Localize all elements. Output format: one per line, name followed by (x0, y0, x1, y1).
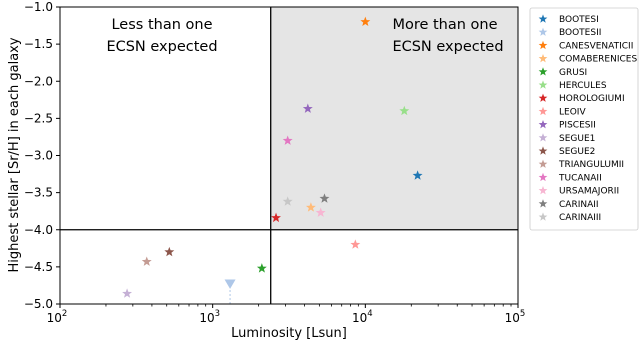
data-point-horologiumi (271, 212, 281, 223)
legend-label: GRUSI (559, 68, 587, 78)
legend-marker (538, 159, 548, 168)
legend-item-tucanaii: TUCANAII (538, 172, 602, 183)
y-tick-label: −4.0 (24, 223, 53, 237)
legend-label: TUCANAII (558, 173, 602, 183)
legend-label: SEGUE2 (559, 147, 595, 157)
legend-item-piscesii: PISCESII (538, 120, 596, 131)
legend-item-bootesii: BOOTESII (538, 27, 601, 38)
legend-item-carinaii: CARINAII (538, 199, 599, 210)
legend-item-carinaiii: CARINAIII (538, 212, 601, 223)
legend-marker (538, 80, 548, 89)
legend-item-segue2: SEGUE2 (538, 146, 595, 157)
y-tick-label: −3.5 (24, 186, 53, 200)
legend-label: HERCULES (559, 81, 607, 91)
annotation-left-line2: ECSN expected (106, 39, 217, 55)
legend: BOOTESI BOOTESII CANESVENATICII COMABERENIC… (529, 7, 639, 231)
legend-label: SEGUE1 (559, 134, 595, 144)
shaded-region (270, 7, 518, 230)
y-tick-label: −2.0 (24, 74, 53, 88)
legend-marker (538, 212, 548, 221)
data-point-tucanaii (282, 135, 293, 145)
legend-label: BOOTESII (559, 28, 601, 38)
legend-marker (538, 54, 548, 63)
legend-item-horologiumi: HOROLOGIUMI (538, 93, 625, 104)
legend-label: TRIANGULUMII (558, 160, 624, 170)
legend-marker (538, 40, 548, 50)
x-tick-label: 104 (352, 309, 373, 325)
legend-marker (538, 93, 548, 102)
y-tick-label: −5.0 (24, 297, 53, 311)
legend-label: BOOTESI (559, 15, 599, 25)
legend-item-canesvenaticii: CANESVENATICII (538, 40, 633, 51)
x-tick-label: 105 (505, 309, 526, 325)
y-tick-label: −1.0 (24, 0, 53, 14)
legend-marker (538, 67, 548, 76)
data-point-piscesii (302, 103, 313, 113)
legend-marker (538, 14, 548, 23)
data-point-bootesi (412, 170, 423, 180)
legend-item-leoiv: LEOIV (538, 106, 586, 117)
data-point-grusi (256, 263, 267, 273)
legend-label: PISCESII (559, 121, 596, 131)
legend-label: CARINAII (559, 200, 599, 210)
legend-label: URSAMAJORII (559, 187, 619, 197)
legend-item-segue1: SEGUE1 (538, 133, 595, 144)
annotation-right-line1: More than one (392, 17, 497, 33)
data-point-bootesii (224, 279, 236, 289)
x-tick-label: 102 (47, 309, 68, 325)
legend-marker (538, 186, 548, 195)
x-tick-label: 103 (199, 309, 220, 325)
y-tick-label: −4.5 (24, 260, 53, 274)
data-point-segue1 (122, 288, 133, 298)
legend-marker (538, 172, 548, 182)
y-tick-label: −1.5 (24, 37, 53, 51)
annotation-right-line2: ECSN expected (392, 39, 503, 55)
data-point-comaberenices (305, 202, 316, 212)
data-point-carinaii (319, 193, 330, 203)
legend-label: COMABERENICES (559, 55, 637, 65)
legend-item-bootesi: BOOTESI (538, 14, 599, 25)
data-point-triangulumii (141, 256, 152, 266)
legend-item-triangulumii: TRIANGULUMII (538, 159, 624, 170)
legend-marker (538, 133, 548, 142)
legend-label: CARINAIII (559, 213, 601, 223)
legend-label: LEOIV (559, 107, 586, 117)
legend-item-grusi: GRUSI (538, 67, 587, 78)
legend-frame (529, 7, 639, 231)
legend-item-comaberenices: COMABERENICES (538, 54, 637, 65)
legend-marker (538, 146, 548, 155)
series-layer (122, 16, 423, 304)
legend-label: HOROLOGIUMI (559, 94, 625, 104)
data-point-canesvenaticii (360, 16, 371, 27)
y-axis-title: Highest stellar [Sr/H] in each galaxy (7, 37, 22, 272)
legend-marker (538, 106, 548, 116)
x-axis-title: Luminosity [Lsun] (231, 326, 347, 341)
legend-marker (538, 199, 548, 208)
y-tick-label: −2.5 (24, 111, 53, 125)
data-point-leoiv (350, 239, 361, 249)
data-point-carinaiii (282, 196, 293, 206)
legend-label: CANESVENATICII (559, 41, 633, 51)
annotation-left-line1: Less than one (111, 17, 212, 33)
data-point-segue2 (164, 246, 175, 257)
y-tick-label: −3.0 (24, 149, 53, 163)
legend-item-ursamajorii: URSAMAJORII (538, 186, 619, 197)
data-point-hercules (399, 105, 410, 116)
data-point-ursamajorii (315, 207, 326, 217)
legend-marker (538, 27, 548, 36)
legend-marker (538, 120, 548, 129)
legend-item-hercules: HERCULES (538, 80, 607, 91)
